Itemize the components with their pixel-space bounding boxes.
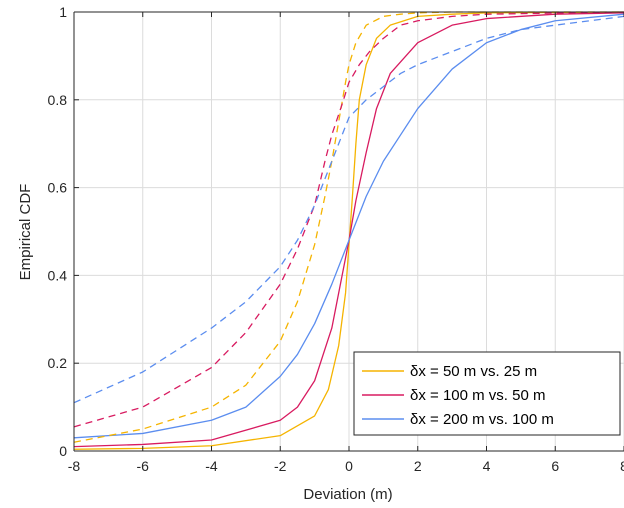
x-tick-label: -6	[137, 458, 150, 474]
legend-entry-label: δx = 200 m vs. 100 m	[410, 411, 554, 428]
x-tick-label: 4	[483, 458, 491, 474]
y-tick-label: 0.6	[48, 180, 68, 196]
dashed-series-line-4	[73, 11, 624, 428]
y-axis-label: Empirical CDF	[17, 184, 34, 281]
x-tick-label: 2	[414, 458, 422, 474]
x-tick-label: 8	[620, 458, 624, 474]
solid-series-line-1	[73, 12, 624, 448]
x-axis-label: Deviation (m)	[303, 486, 392, 503]
legend: δx = 50 m vs. 25 m δx = 100 m vs. 50 m δx …	[353, 351, 621, 436]
legend-entry-label: δx = 50 m vs. 25 m	[410, 363, 537, 380]
dashed-series-line-3	[73, 11, 624, 443]
dashed-series-line-5	[73, 15, 624, 404]
x-tick-label: -4	[205, 458, 218, 474]
x-tick-label: 6	[551, 458, 559, 474]
y-tick-label: 0.2	[48, 355, 68, 371]
x-tick-label: 0	[345, 458, 353, 474]
legend-box	[353, 351, 621, 436]
series-layer	[73, 11, 624, 450]
y-tick-label: 0.8	[48, 92, 68, 108]
tick-labels: -8 -6 -4 -2 0 2 4 6 8 0 0.2 0.4 0.6 0.8 1	[48, 4, 624, 474]
solid-series-line-0	[73, 11, 624, 450]
solid-series-line-2	[73, 13, 624, 439]
x-tick-label: -8	[68, 458, 81, 474]
axes	[73, 11, 624, 452]
x-tick-label: -2	[274, 458, 287, 474]
y-tick-label: 0.4	[48, 267, 68, 283]
y-tick-label: 0	[59, 443, 67, 459]
y-tick-label: 1	[59, 4, 67, 20]
legend-entry-label: δx = 100 m vs. 50 m	[410, 387, 545, 404]
